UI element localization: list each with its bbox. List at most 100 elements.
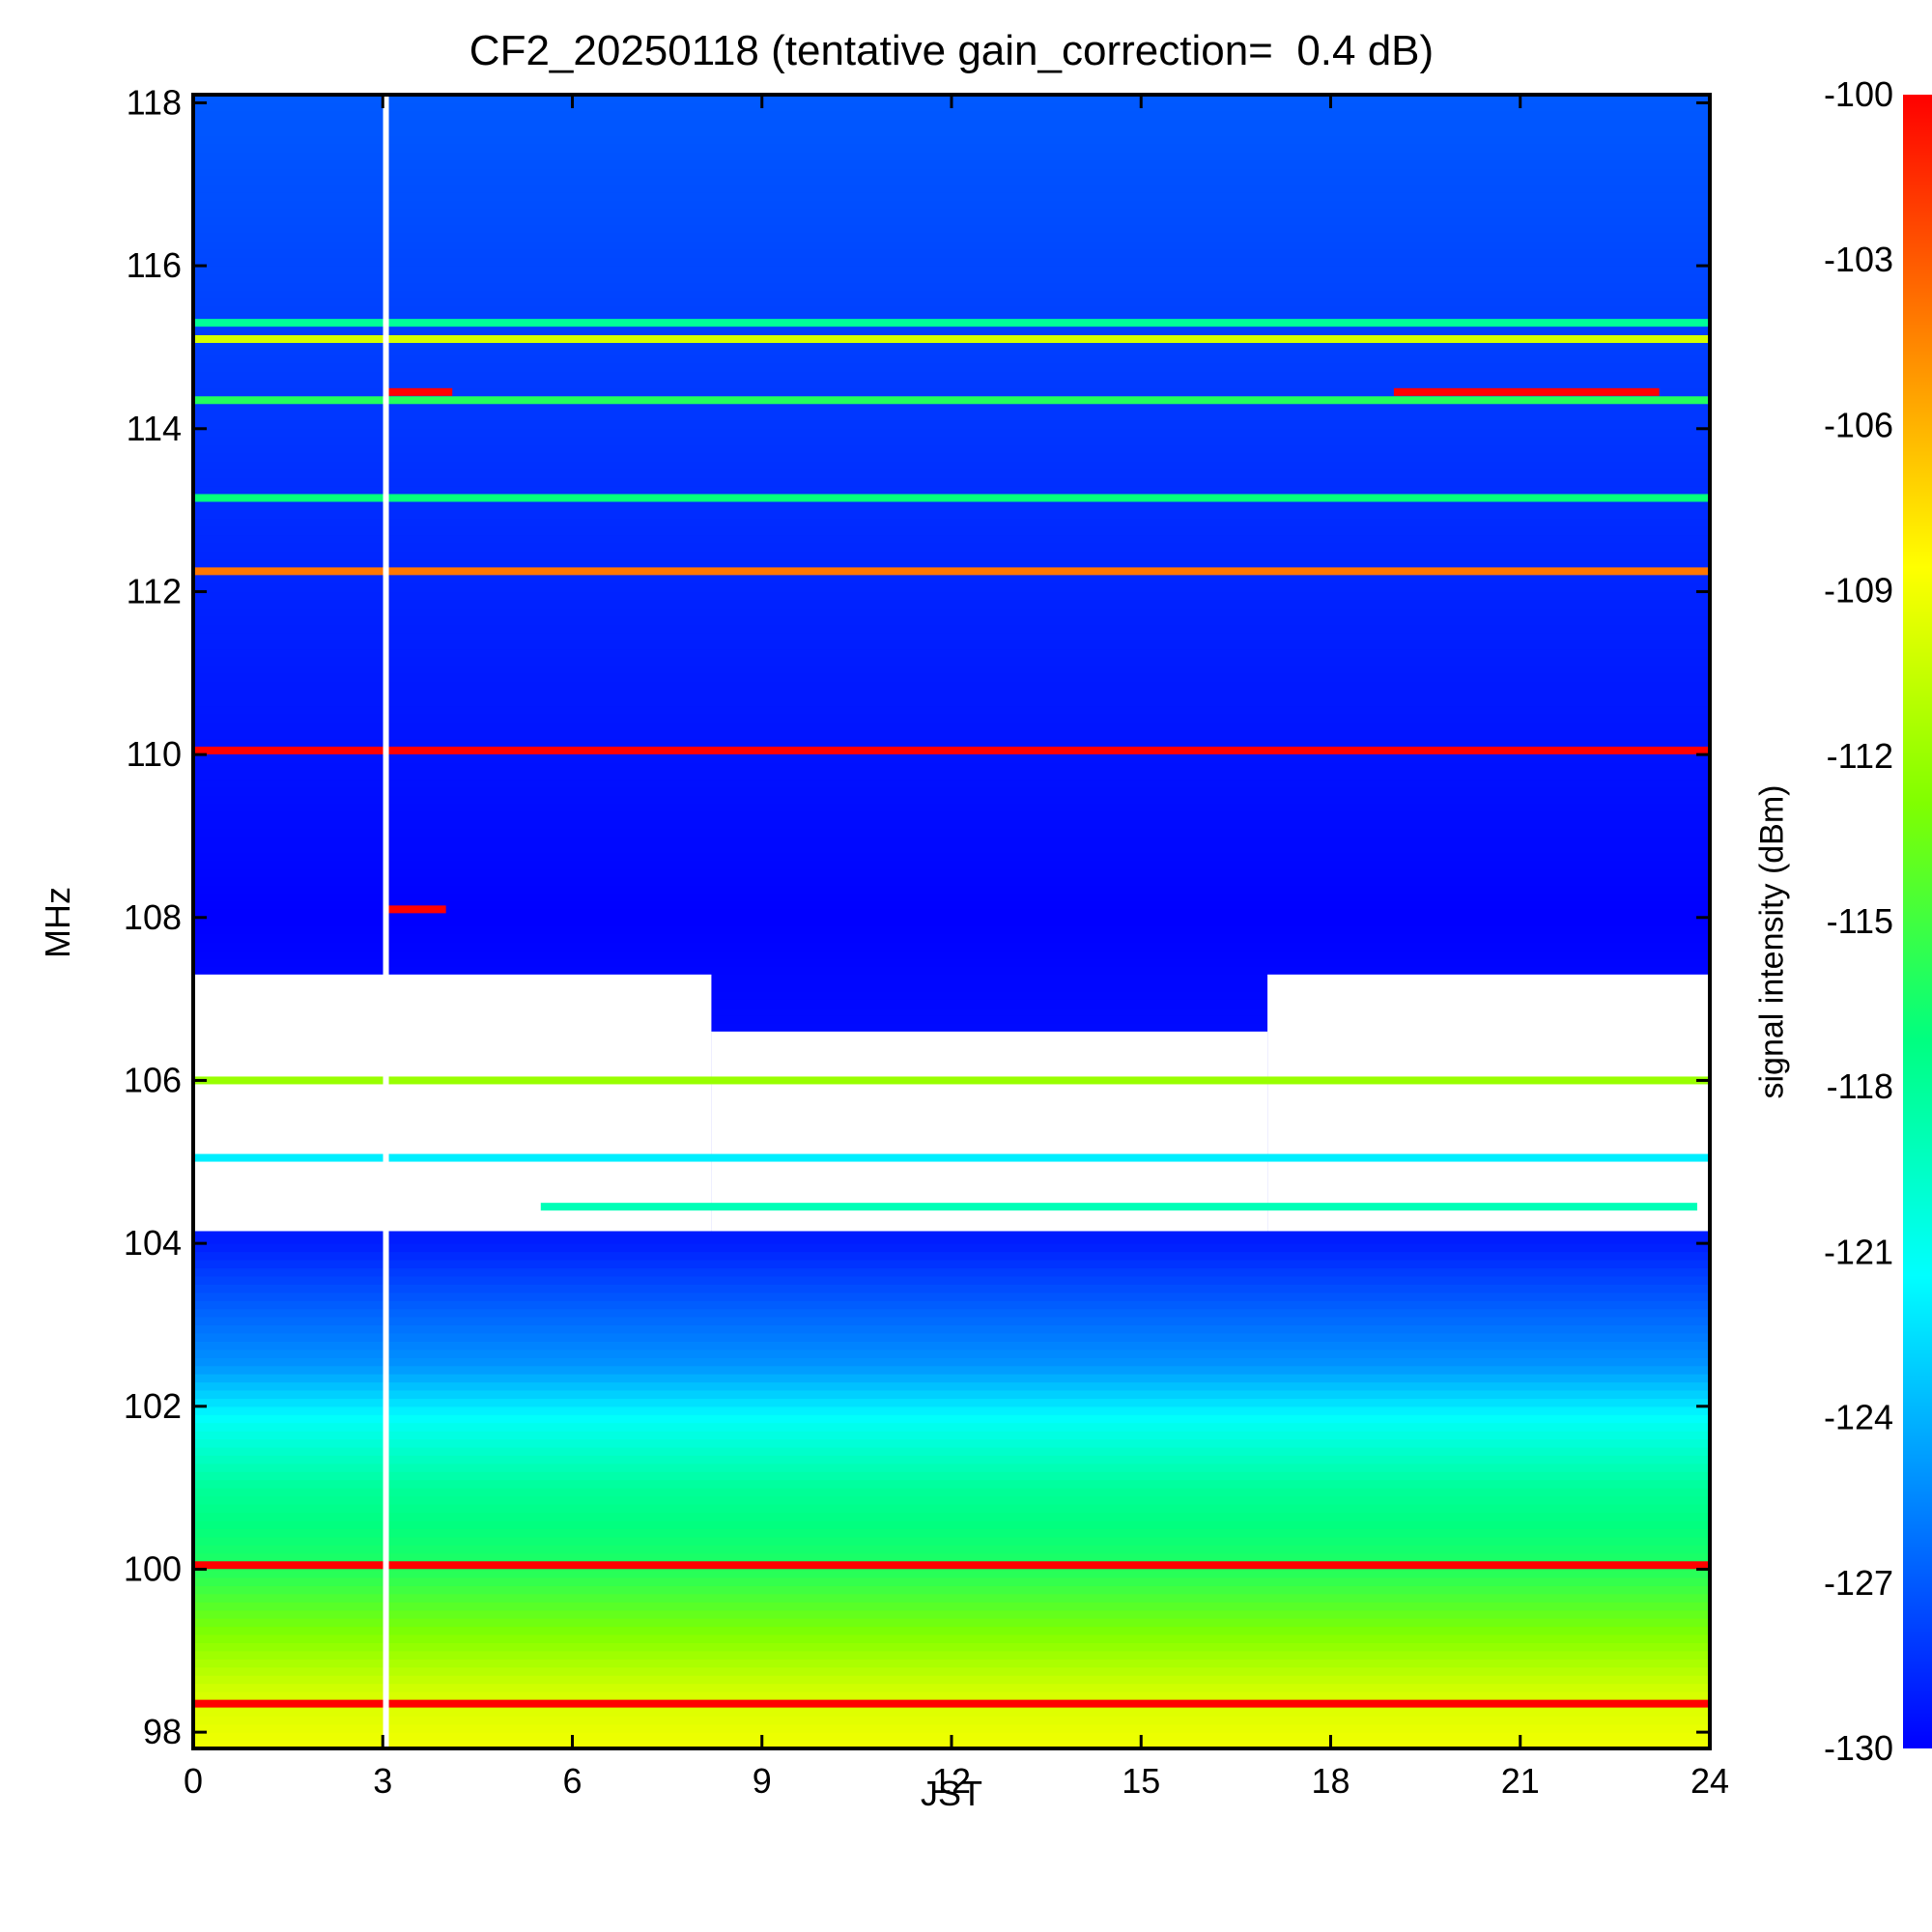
spectrum-band bbox=[193, 762, 1710, 772]
y-tick-label: 118 bbox=[127, 82, 182, 122]
y-tick-label: 108 bbox=[124, 897, 182, 937]
spectrum-band bbox=[193, 672, 1710, 682]
spectrum-band bbox=[193, 836, 1710, 845]
spectrum-band bbox=[193, 1552, 1710, 1562]
spectrum-band bbox=[193, 347, 1710, 356]
spectrum-band bbox=[193, 257, 1710, 267]
x-tick-label: 12 bbox=[932, 1761, 971, 1801]
spectrum-band bbox=[193, 1536, 1710, 1546]
spectrum-band bbox=[193, 974, 1710, 983]
spectrum-band bbox=[193, 843, 1710, 853]
spectrum-band bbox=[193, 729, 1710, 739]
carrier-band bbox=[193, 746, 1710, 754]
x-axis-label: JST bbox=[920, 1774, 982, 1813]
spectrum-band bbox=[193, 1716, 1710, 1725]
spectrum-band bbox=[193, 828, 1710, 838]
carrier-band bbox=[193, 1561, 1710, 1570]
colorbar-tick-label: -106 bbox=[1824, 405, 1893, 444]
colorbar-tick-label: -127 bbox=[1824, 1563, 1893, 1603]
spectrum-band bbox=[193, 1414, 1710, 1424]
x-tick-label: 15 bbox=[1122, 1761, 1160, 1801]
spectrum-band bbox=[193, 1317, 1710, 1326]
spectrum-band bbox=[193, 355, 1710, 364]
spectrum-band bbox=[193, 1666, 1710, 1676]
y-tick-label: 104 bbox=[124, 1223, 182, 1263]
spectrum-band bbox=[193, 966, 1710, 976]
spectrum-band bbox=[193, 1593, 1710, 1603]
carrier-band bbox=[385, 905, 446, 914]
data-gap-line bbox=[383, 95, 389, 1748]
spectrum-band bbox=[193, 697, 1710, 707]
spectrum-band bbox=[193, 558, 1710, 568]
missing-data-region bbox=[1267, 974, 1710, 1232]
spectrum-band bbox=[193, 925, 1710, 935]
spectrum-band bbox=[193, 640, 1710, 650]
spectrum-band bbox=[193, 469, 1710, 478]
spectrum-band bbox=[193, 1341, 1710, 1350]
x-tick-label: 18 bbox=[1311, 1761, 1350, 1801]
plot-area bbox=[193, 95, 1710, 1748]
spectrum-band bbox=[193, 1488, 1710, 1497]
spectrum-band bbox=[193, 453, 1710, 463]
spectrum-band bbox=[193, 1585, 1710, 1595]
x-tick-label: 24 bbox=[1690, 1761, 1729, 1801]
spectrum-band bbox=[193, 551, 1710, 560]
spectrum-band bbox=[193, 306, 1710, 316]
spectrum-band bbox=[193, 1650, 1710, 1660]
spectrum-band bbox=[193, 501, 1710, 511]
colorbar-tick-label: -124 bbox=[1824, 1398, 1893, 1437]
spectrum-band bbox=[193, 957, 1710, 967]
spectrum-band bbox=[193, 1528, 1710, 1538]
spectrum-band bbox=[193, 632, 1710, 641]
spectrum-band bbox=[193, 665, 1710, 674]
carrier-band bbox=[193, 567, 1710, 576]
spectrum-band bbox=[193, 1389, 1710, 1399]
spectrum-band bbox=[193, 1675, 1710, 1685]
spectrum-band bbox=[193, 534, 1710, 544]
colorbar bbox=[1903, 95, 1932, 1748]
spectrum-band bbox=[193, 1357, 1710, 1367]
spectrum-band bbox=[193, 615, 1710, 625]
spectrum-band bbox=[193, 738, 1710, 748]
x-tick-label: 0 bbox=[184, 1761, 203, 1801]
colorbar-tick-label: -121 bbox=[1824, 1232, 1893, 1271]
spectrum-band bbox=[193, 224, 1710, 234]
spectrum-band bbox=[193, 1227, 1710, 1236]
carrier-band bbox=[193, 494, 1710, 502]
spectrum-band bbox=[193, 1422, 1710, 1432]
spectrum-band bbox=[193, 656, 1710, 666]
spectrum-band bbox=[193, 1332, 1710, 1342]
y-tick-label: 110 bbox=[127, 734, 182, 774]
spectrum-band bbox=[193, 510, 1710, 520]
spectrum-band bbox=[193, 420, 1710, 430]
spectrum-band bbox=[193, 705, 1710, 715]
spectrum-band bbox=[193, 209, 1710, 218]
spectrum-band bbox=[193, 770, 1710, 781]
spectrum-band bbox=[193, 950, 1710, 959]
spectrum-band bbox=[193, 266, 1710, 275]
spectrum-band bbox=[193, 1284, 1710, 1293]
spectrum-band bbox=[193, 1545, 1710, 1554]
spectrum-band bbox=[193, 909, 1710, 919]
spectrum-band bbox=[193, 933, 1710, 943]
spectrum-band bbox=[193, 1463, 1710, 1472]
spectrum-band bbox=[193, 1495, 1710, 1505]
spectrum-band bbox=[193, 526, 1710, 536]
carrier-band bbox=[193, 1699, 1710, 1708]
spectrum-band bbox=[193, 624, 1710, 634]
spectrum-band bbox=[193, 1398, 1710, 1407]
x-tick-label: 6 bbox=[562, 1761, 582, 1801]
spectrum-band bbox=[193, 583, 1710, 593]
spectrum-band bbox=[193, 437, 1710, 446]
spectrum-band bbox=[193, 290, 1710, 299]
x-tick-label: 9 bbox=[753, 1761, 772, 1801]
missing-data-region bbox=[711, 1031, 1268, 1232]
spectrum-band bbox=[193, 1438, 1710, 1448]
missing-data-region bbox=[193, 974, 712, 1232]
spectrum-band bbox=[193, 722, 1710, 731]
spectrum-band bbox=[193, 428, 1710, 438]
spectrum-band bbox=[193, 852, 1710, 862]
spectrum-band bbox=[193, 152, 1710, 161]
spectrum-band bbox=[193, 893, 1710, 902]
